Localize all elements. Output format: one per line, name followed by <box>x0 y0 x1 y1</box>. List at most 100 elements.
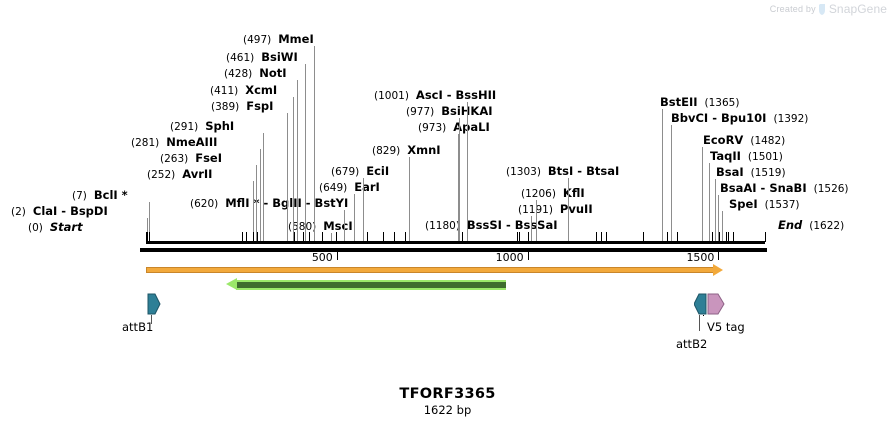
enzyme-position: (829) <box>372 145 401 157</box>
enzyme-label[interactable]: BstEII (1365) <box>660 96 740 109</box>
leader-line <box>459 118 460 241</box>
cut-site-tick <box>728 232 730 242</box>
enzyme-name: XmnI <box>407 143 441 157</box>
ruler-label: 1000 <box>495 251 524 264</box>
enzyme-name: BtsI - BtsaI <box>547 164 620 178</box>
enzyme-label[interactable]: (679) EciI <box>331 164 390 178</box>
enzyme-label[interactable]: (497) MmeI <box>243 32 314 46</box>
enzyme-label[interactable]: (1180) BssSI - BssSaI <box>425 219 558 232</box>
enzyme-position: (1001) <box>374 90 409 102</box>
orf-arrow-head <box>713 264 723 276</box>
enzyme-label[interactable]: (973) ApaLI <box>418 121 490 134</box>
v5-tag-arrow-icon <box>707 293 725 315</box>
leader-line <box>536 200 537 241</box>
enzyme-position: (0) <box>28 222 43 234</box>
enzyme-label[interactable]: (580) MscI <box>288 220 353 233</box>
cut-site-tick <box>462 232 464 242</box>
leader-line <box>293 97 294 241</box>
enzyme-position: (291) <box>170 121 199 133</box>
leader-line <box>718 195 719 241</box>
cut-site-tick <box>765 232 766 242</box>
enzyme-label[interactable]: (2) ClaI - BspDI <box>11 204 108 218</box>
page-subtitle: 1622 bp <box>423 403 472 417</box>
leader-line <box>354 194 355 241</box>
enzyme-position: (281) <box>131 137 160 149</box>
cut-site-tick <box>253 232 255 242</box>
enzyme-label[interactable]: (281) NmeAIII <box>131 136 217 149</box>
enzyme-position: (252) <box>147 169 176 181</box>
enzyme-label[interactable]: (0) Start <box>28 221 83 234</box>
enzyme-label[interactable]: (829) XmnI <box>372 143 441 157</box>
enzyme-position: (973) <box>418 122 447 134</box>
leader-line <box>409 157 410 241</box>
cut-site-tick <box>382 232 384 242</box>
enzyme-name: EciI <box>366 164 390 178</box>
leader-line <box>260 149 261 241</box>
enzyme-label[interactable]: (411) XcmI <box>210 84 277 97</box>
leader-line <box>709 163 710 241</box>
v5-tag-leader <box>703 315 704 316</box>
watermark-prefix: Created by <box>769 4 816 14</box>
enzyme-label[interactable]: (1303) BtsI - BtsaI <box>506 164 620 178</box>
snapgene-logo-icon <box>818 3 826 15</box>
cut-site-tick <box>257 232 259 242</box>
enzyme-position: (1537) <box>764 199 800 211</box>
enzyme-label[interactable]: (389) FspI <box>211 100 273 113</box>
cut-site-tick <box>242 232 244 242</box>
enzyme-label[interactable]: (620) MflI * - BglII - BstYI <box>190 196 349 210</box>
enzyme-position: (1519) <box>750 167 786 179</box>
enzyme-name: MflI * - BglII - BstYI <box>225 196 349 210</box>
enzyme-label[interactable]: (428) NotI <box>224 67 287 80</box>
watermark-brand: SnapGene <box>828 2 887 16</box>
enzyme-label[interactable]: (1191) PvuII <box>518 203 593 216</box>
enzyme-position: (1482) <box>750 135 786 147</box>
enzyme-position: (1501) <box>747 151 783 163</box>
enzyme-label[interactable]: BsaI (1519) <box>716 166 786 179</box>
enzyme-name: KflI <box>562 186 585 200</box>
leader-line <box>149 202 150 241</box>
enzyme-label[interactable]: BbvCI - Bpu10I (1392) <box>671 112 808 125</box>
enzyme-name: ClaI - BspDI <box>32 204 108 218</box>
leader-line <box>331 233 332 241</box>
attb2-label: attB2 <box>676 337 708 351</box>
cut-site-tick <box>725 232 727 242</box>
enzyme-label[interactable]: (263) FseI <box>160 152 222 165</box>
enzyme-name: MmeI <box>278 32 314 46</box>
enzyme-label[interactable]: (252) AvrII <box>147 168 212 181</box>
feature-attb2[interactable] <box>693 293 707 319</box>
orf-arrow-body <box>146 267 714 273</box>
enzyme-position: (580) <box>288 221 317 233</box>
cut-site-tick <box>718 232 720 242</box>
enzyme-name: BclI * <box>93 188 128 202</box>
leader-line <box>147 218 148 241</box>
enzyme-label[interactable]: BsaAI - SnaBI (1526) <box>720 182 849 195</box>
cut-site-tick <box>367 232 369 242</box>
enzyme-label[interactable]: (291) SphI <box>170 120 234 133</box>
enzyme-label[interactable]: End (1622) <box>778 219 844 232</box>
enzyme-label[interactable]: (1001) AscI - BssHII <box>374 88 497 102</box>
enzyme-position: (411) <box>210 85 239 97</box>
enzyme-label[interactable]: (649) EarI <box>319 181 380 194</box>
cut-site-tick <box>732 232 734 242</box>
cut-site-tick <box>148 232 150 242</box>
attb1-leader <box>151 315 152 324</box>
enzyme-label[interactable]: (461) BsiWI <box>226 50 298 64</box>
enzyme-label[interactable]: (7) BclI * <box>72 188 128 202</box>
enzyme-label[interactable]: EcoRV (1482) <box>703 134 786 147</box>
feature-v5-tag[interactable] <box>707 293 725 319</box>
feature-attb1[interactable] <box>147 293 161 319</box>
enzyme-name: BsiWI <box>261 50 298 64</box>
enzyme-position: (497) <box>243 34 272 46</box>
cut-site-tick <box>518 232 520 242</box>
enzyme-label[interactable]: SpeI (1537) <box>729 198 800 211</box>
enzyme-label[interactable]: TaqII (1501) <box>710 150 783 163</box>
enzyme-label[interactable]: (977) BsiHKAI <box>406 105 493 118</box>
enzyme-label[interactable]: (1206) KflI <box>521 186 585 200</box>
leader-line <box>314 46 315 241</box>
attb1-arrow-icon <box>147 293 161 315</box>
leader-line <box>531 216 532 241</box>
enzyme-name: AscI - BssHII <box>415 88 497 102</box>
enzyme-position: (1365) <box>704 97 740 109</box>
sequence-backbone-top <box>146 241 765 244</box>
